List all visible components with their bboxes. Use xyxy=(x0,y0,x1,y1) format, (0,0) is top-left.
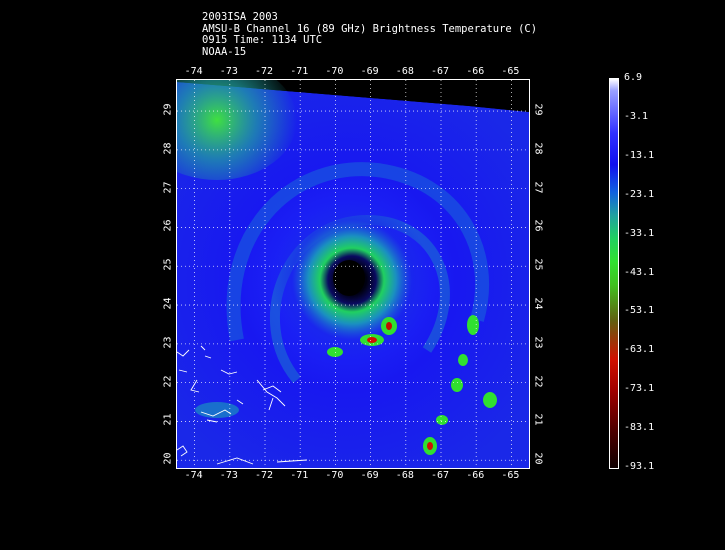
lat-tick-label: 26 xyxy=(162,219,174,232)
lon-tick-label: -71 xyxy=(290,470,309,481)
lat-tick-label: 22 xyxy=(532,375,544,388)
lon-tick-label: -74 xyxy=(184,470,203,481)
colorbar-tick-label: -23.1 xyxy=(624,188,655,200)
lat-lon-grid xyxy=(177,80,529,468)
brightness-temperature-field xyxy=(177,80,529,468)
lon-tick-label: -69 xyxy=(360,66,379,77)
lat-tick-label: 25 xyxy=(532,258,544,271)
colorbar-tick-label: 6.9 xyxy=(624,72,643,83)
lat-tick-label: 27 xyxy=(532,181,544,194)
lon-tick-label: -67 xyxy=(431,66,450,77)
lon-tick-label: -73 xyxy=(219,470,238,481)
lat-tick-label: 24 xyxy=(532,297,544,310)
lon-tick-label: -65 xyxy=(501,66,520,77)
lon-tick-label: -68 xyxy=(395,470,414,481)
colorbar xyxy=(609,78,619,469)
lat-tick-label: 21 xyxy=(532,413,544,426)
colorbar-tick-label: -53.1 xyxy=(624,305,655,317)
lat-tick-label: 20 xyxy=(162,452,174,465)
title-line-1: 2003ISA 2003 xyxy=(202,11,278,23)
satellite-map xyxy=(176,79,530,469)
colorbar-tick-label: -73.1 xyxy=(624,383,655,395)
lon-tick-label: -71 xyxy=(290,66,309,77)
lat-tick-label: 23 xyxy=(532,336,544,349)
colorbar-tick-label: -83.1 xyxy=(624,422,655,434)
lat-tick-label: 28 xyxy=(162,142,174,155)
lat-tick-label: 24 xyxy=(162,297,174,310)
lon-tick-label: -73 xyxy=(219,66,238,77)
title-line-2: AMSU-B Channel 16 (89 GHz) Brightness Te… xyxy=(202,22,538,35)
title-line-4: NOAA-15 xyxy=(202,45,247,58)
lon-tick-label: -70 xyxy=(325,470,344,481)
lon-tick-label: -68 xyxy=(395,66,414,77)
colorbar-tick-label: -63.1 xyxy=(624,344,655,356)
lat-tick-label: 23 xyxy=(162,336,174,349)
lat-tick-label: 29 xyxy=(532,103,544,116)
title-line-3: 0915 Time: 1134 UTC xyxy=(202,34,323,46)
lon-tick-label: -72 xyxy=(255,470,274,481)
lat-tick-label: 20 xyxy=(532,452,544,465)
lat-tick-label: 28 xyxy=(532,142,544,155)
hurricane-eye xyxy=(333,260,365,296)
lon-tick-label: -66 xyxy=(466,470,485,481)
colorbar-tick-label: -43.1 xyxy=(624,266,655,278)
lat-tick-label: 25 xyxy=(162,258,174,271)
lat-tick-label: 29 xyxy=(162,103,174,116)
lat-tick-label: 26 xyxy=(532,219,544,232)
colorbar-tick-label: -3.1 xyxy=(624,110,649,122)
colorbar-tick-label: -93.1 xyxy=(624,461,655,472)
lat-tick-label: 22 xyxy=(162,375,174,388)
colorbar-tick-label: -33.1 xyxy=(624,227,655,239)
lon-tick-label: -67 xyxy=(431,470,450,481)
lon-tick-label: -65 xyxy=(501,470,520,481)
lon-tick-label: -72 xyxy=(255,66,274,77)
rain-cells xyxy=(195,315,497,455)
lon-tick-label: -74 xyxy=(184,66,203,77)
lon-tick-label: -66 xyxy=(466,66,485,77)
colorbar-tick-label: -13.1 xyxy=(624,149,655,161)
lat-tick-label: 27 xyxy=(162,181,174,194)
lat-tick-label: 21 xyxy=(162,413,174,426)
lon-tick-label: -70 xyxy=(325,66,344,77)
title-block: 2003ISA 2003 AMSU-B Channel 16 (89 GHz) … xyxy=(202,11,538,58)
lon-tick-label: -69 xyxy=(360,470,379,481)
